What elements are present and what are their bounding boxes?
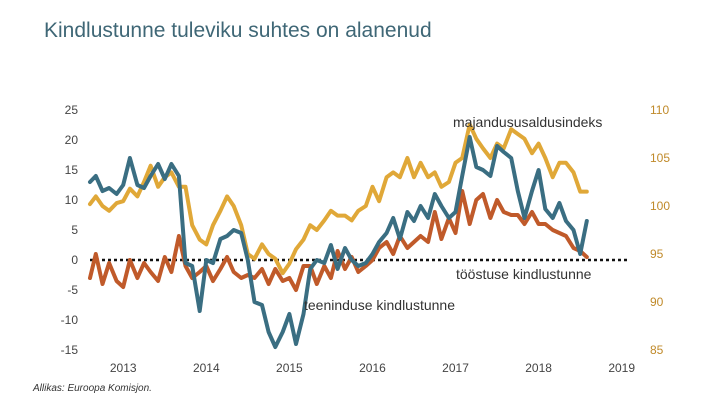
y-left-tick-label: -10: [61, 313, 79, 327]
x-tick-label: 2016: [359, 361, 386, 375]
x-axis: 2013 2014 2015 2016 2017 2018 2019: [110, 361, 635, 375]
y-right-tick-label: 105: [650, 151, 670, 165]
x-tick-label: 2017: [442, 361, 469, 375]
y-left-tick-label: -5: [67, 283, 78, 297]
x-tick-label: 2015: [276, 361, 303, 375]
label-economic-confidence: majandususaldusindeks: [453, 114, 603, 130]
left-axis-ticks: 25 20 15 10 5 0 -5 -10 -15: [61, 103, 79, 357]
y-right-tick-label: 90: [650, 295, 664, 309]
series-lines: [88, 122, 589, 349]
y-right-tick-label: 95: [650, 247, 664, 261]
chart-title: Kindlustunne tuleviku suhtes on alanenud: [44, 19, 432, 42]
x-tick-label: 2018: [525, 361, 552, 375]
x-tick-label: 2019: [608, 361, 635, 375]
source-note: Allikas: Euroopa Komisjon.: [33, 383, 152, 394]
label-industry-confidence: tööstuse kindlustunne: [456, 266, 592, 282]
right-axis-ticks: 110 105 100 95 90 85: [650, 103, 670, 357]
x-tick-label: 2014: [193, 361, 220, 375]
y-left-tick-label: -15: [61, 343, 79, 357]
y-left-tick-label: 20: [65, 133, 79, 147]
label-services-confidence: teeninduse kindlustunne: [304, 297, 456, 313]
series-line-2: [88, 135, 589, 349]
y-left-tick-label: 0: [71, 253, 78, 267]
y-right-tick-label: 85: [650, 343, 664, 357]
y-left-tick-label: 15: [65, 163, 79, 177]
y-left-tick-label: 10: [65, 193, 79, 207]
y-right-tick-label: 110: [650, 103, 669, 117]
y-left-tick-label: 25: [65, 103, 79, 117]
series-line-0: [88, 122, 589, 276]
y-right-tick-label: 100: [650, 199, 670, 213]
series-line-1: [88, 189, 589, 292]
y-left-tick-label: 5: [71, 223, 78, 237]
x-tick-label: 2013: [110, 361, 137, 375]
